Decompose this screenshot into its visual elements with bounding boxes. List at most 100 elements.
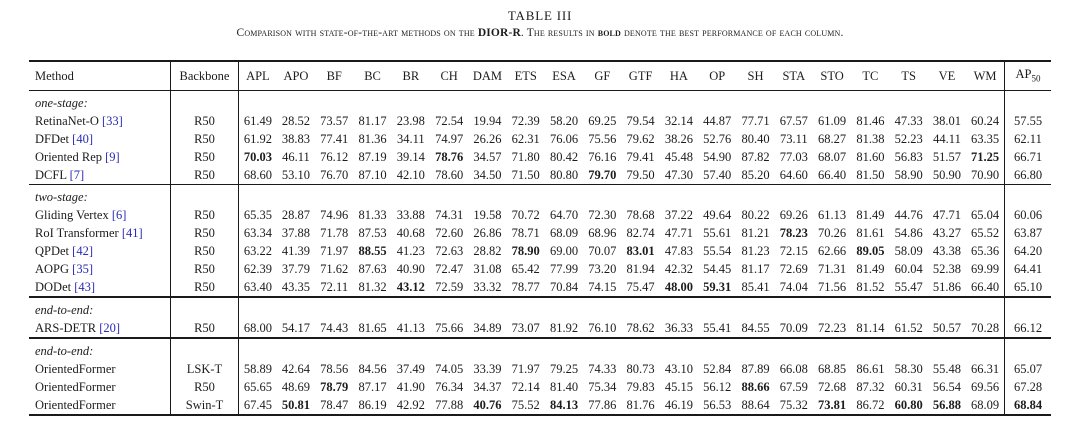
value-cell: 67.45 xyxy=(243,397,272,412)
value-cell: 48.69 xyxy=(281,379,310,394)
value-cell: 40.68 xyxy=(396,225,425,240)
citation-ref[interactable]: [40] xyxy=(69,131,93,146)
value-cell: 60.24 xyxy=(971,113,1000,128)
value-cell: 42.10 xyxy=(396,167,425,182)
value-cell: 41.13 xyxy=(396,320,425,335)
section-label-row: one-stage: xyxy=(29,90,1051,112)
value-cell: 38.83 xyxy=(281,131,310,146)
value-cell: 54.90 xyxy=(703,149,732,164)
backbone-cell: R50 xyxy=(170,129,239,148)
value-cell: 72.63 xyxy=(435,243,464,258)
value-cell: 81.32 xyxy=(358,279,387,294)
value-cell: 86.19 xyxy=(358,397,387,412)
column-header-bf: BF xyxy=(326,69,342,84)
value-cell: 47.71 xyxy=(932,207,962,222)
value-cell: 87.53 xyxy=(358,225,387,240)
value-cell: 76.12 xyxy=(320,149,349,164)
citation-ref[interactable]: [41] xyxy=(118,225,143,240)
value-cell: 71.50 xyxy=(511,167,540,182)
value-cell: 69.56 xyxy=(971,379,1000,394)
value-cell: 81.21 xyxy=(741,225,770,240)
backbone-cell: R50 xyxy=(170,165,239,184)
value-cell: 61.52 xyxy=(894,320,923,335)
citation-ref[interactable]: [9] xyxy=(102,149,120,164)
citation-ref[interactable]: [20] xyxy=(96,320,121,335)
value-cell: 85.20 xyxy=(741,167,770,182)
value-cell: 23.98 xyxy=(396,113,425,128)
value-cell: 81.49 xyxy=(856,207,885,222)
value-cell: 81.17 xyxy=(741,261,770,276)
value-cell: 79.83 xyxy=(626,379,655,394)
value-cell: 80.22 xyxy=(741,207,770,222)
citation-ref[interactable]: [6] xyxy=(108,207,127,222)
table-row: OrientedFormer LSK-T 58.89 42.64 78.56 84.56 3… xyxy=(29,359,1051,378)
ap50-cell: 67.28 xyxy=(1004,377,1051,396)
table-section: one-stage: RetinaNet-O [33] R50 61.49 28.52 7… xyxy=(29,90,1051,184)
method-cell: AOPG [35] xyxy=(29,260,171,278)
value-cell: 43.10 xyxy=(664,361,693,376)
backbone-cell: R50 xyxy=(170,111,239,130)
citation-ref[interactable]: [35] xyxy=(69,261,93,276)
empty-cell xyxy=(170,184,239,206)
value-cell: 81.50 xyxy=(856,167,885,182)
citation-ref[interactable]: [43] xyxy=(71,279,96,294)
value-cell: 68.27 xyxy=(818,131,847,146)
value-cell: 65.04 xyxy=(971,207,1000,222)
value-cell: 78.79 xyxy=(320,379,349,394)
method-cell: DODet [43] xyxy=(29,278,171,297)
citation-ref[interactable]: [42] xyxy=(69,243,93,258)
column-header-dam: DAM xyxy=(472,69,503,84)
value-cell: 67.59 xyxy=(779,379,808,394)
value-cell: 77.99 xyxy=(549,261,579,276)
table-caption: Comparison with state-of-the-art methods… xyxy=(0,27,1080,39)
method-name: DFDet xyxy=(35,131,70,146)
value-cell: 78.68 xyxy=(626,207,655,222)
value-cell: 73.57 xyxy=(320,113,349,128)
value-cell: 75.47 xyxy=(626,279,655,294)
value-cell: 60.04 xyxy=(894,261,923,276)
value-cell: 78.77 xyxy=(511,279,540,294)
value-cell: 34.11 xyxy=(397,131,425,146)
table-section: end-to-end: OrientedFormer LSK-T 58.89 42.64… xyxy=(29,337,1051,415)
value-cell: 38.01 xyxy=(932,113,962,128)
value-cell: 60.31 xyxy=(894,379,923,394)
method-cell: OrientedFormer xyxy=(29,396,171,415)
value-cell: 74.04 xyxy=(779,279,808,294)
value-cell: 63.35 xyxy=(971,131,1000,146)
value-cell: 81.52 xyxy=(856,279,885,294)
value-cell: 33.39 xyxy=(473,361,502,376)
value-cell: 52.23 xyxy=(894,131,923,146)
value-cell: 68.85 xyxy=(818,361,847,376)
value-cell: 66.08 xyxy=(779,361,808,376)
value-cell: 89.05 xyxy=(856,243,885,258)
value-cell: 55.48 xyxy=(932,361,962,376)
value-cell: 58.89 xyxy=(243,361,272,376)
value-cell: 43.38 xyxy=(932,243,962,258)
section-label: two-stage: xyxy=(35,189,88,204)
value-cell: 77.88 xyxy=(435,397,464,412)
value-cell: 44.87 xyxy=(703,113,732,128)
column-header-ve: VE xyxy=(938,69,956,84)
table-row: DODet [43] R50 63.40 43.35 72.11 81.32 43.12 72… xyxy=(29,277,1051,297)
citation-ref[interactable]: [7] xyxy=(66,167,85,182)
value-cell: 47.71 xyxy=(664,225,693,240)
value-cell: 62.31 xyxy=(511,131,540,146)
ap50-cell: 64.20 xyxy=(1004,241,1051,260)
table-section: end-to-end: ARS-DETR [20] R50 68.00 54.17 74.… xyxy=(29,296,1051,338)
method-cell: ARS-DETR [20] xyxy=(29,319,171,338)
caption-segment: bold xyxy=(597,27,621,39)
value-cell: 31.08 xyxy=(473,261,502,276)
empty-cell xyxy=(239,338,1005,360)
value-cell: 69.00 xyxy=(549,243,579,258)
table-row: QPDet [42] R50 63.22 41.39 71.97 88.55 41.23 72… xyxy=(29,241,1051,260)
value-cell: 70.72 xyxy=(511,207,540,222)
value-cell: 79.70 xyxy=(588,167,617,182)
value-cell: 61.09 xyxy=(818,113,847,128)
table-title: TABLE III xyxy=(507,8,573,23)
citation-ref[interactable]: [33] xyxy=(98,113,123,128)
value-cell: 76.06 xyxy=(549,131,579,146)
value-cell: 64.60 xyxy=(779,167,808,182)
value-cell: 58.90 xyxy=(894,167,923,182)
value-cell: 74.31 xyxy=(435,207,464,222)
value-cell: 80.40 xyxy=(741,131,770,146)
